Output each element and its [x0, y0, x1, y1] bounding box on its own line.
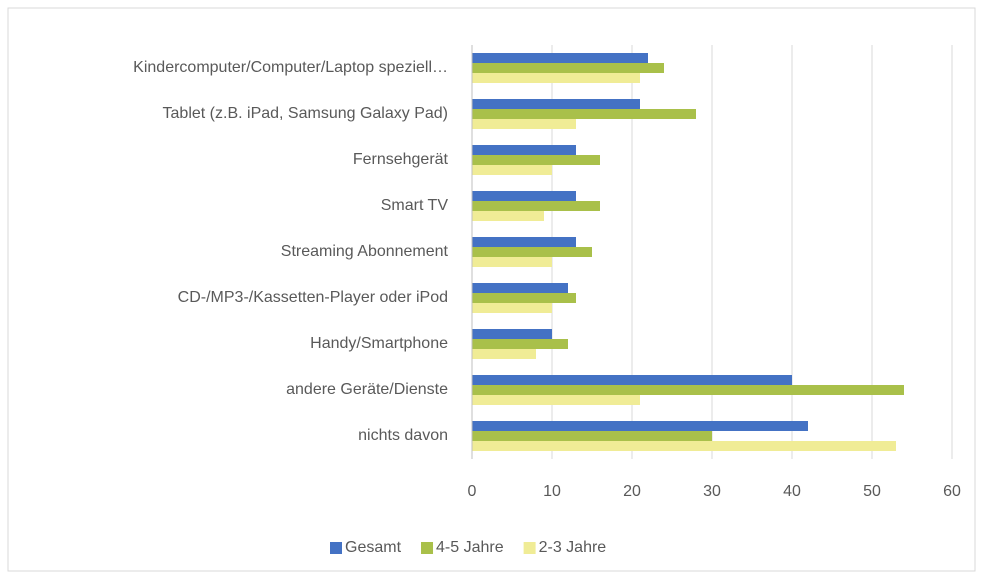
bar [472, 119, 576, 129]
bar [472, 237, 576, 247]
x-tick-label: 30 [703, 483, 721, 500]
bar [472, 283, 568, 293]
legend-swatch [330, 542, 342, 554]
bar [472, 421, 808, 431]
x-tick-label: 20 [623, 483, 641, 500]
bar [472, 431, 712, 441]
bar [472, 155, 600, 165]
bar [472, 349, 536, 359]
bar [472, 165, 552, 175]
bar [472, 247, 592, 257]
bar [472, 329, 552, 339]
y-tick-label: Tablet (z.B. iPad, Samsung Galaxy Pad) [163, 105, 448, 122]
y-tick-label: Smart TV [381, 197, 449, 214]
y-tick-label: Handy/Smartphone [310, 335, 448, 352]
legend-swatch [523, 542, 536, 554]
legend-label: Gesamt [345, 539, 402, 556]
y-tick-label: nichts davon [358, 427, 448, 444]
x-tick-label: 10 [543, 483, 561, 500]
bar [472, 257, 552, 267]
bar [472, 211, 544, 221]
bar [472, 385, 904, 395]
bar [472, 145, 576, 155]
legend-label: 4-5 Jahre [436, 539, 504, 556]
x-tick-label: 0 [468, 483, 477, 500]
y-tick-label: andere Geräte/Dienste [286, 381, 448, 398]
bar [472, 53, 648, 63]
bar [472, 109, 696, 119]
bar [472, 395, 640, 405]
x-tick-label: 40 [783, 483, 801, 500]
x-tick-label: 50 [863, 483, 881, 500]
bar [472, 99, 640, 109]
x-tick-label: 60 [943, 483, 961, 500]
y-tick-label: Fernsehgerät [353, 151, 449, 168]
y-tick-label: Streaming Abonnement [281, 243, 449, 260]
bar [472, 293, 576, 303]
y-tick-label: CD-/MP3-/Kassetten-Player oder iPod [178, 289, 448, 306]
legend-label: 2-3 Jahre [539, 539, 607, 556]
bar [472, 303, 552, 313]
bar [472, 201, 600, 211]
bar [472, 63, 664, 73]
bar [472, 375, 792, 385]
bar [472, 339, 568, 349]
legend-swatch [421, 542, 434, 554]
bar [472, 191, 576, 201]
bar [472, 441, 896, 451]
y-tick-label: Kindercomputer/Computer/Laptop speziell… [133, 59, 448, 76]
bar [472, 73, 640, 83]
